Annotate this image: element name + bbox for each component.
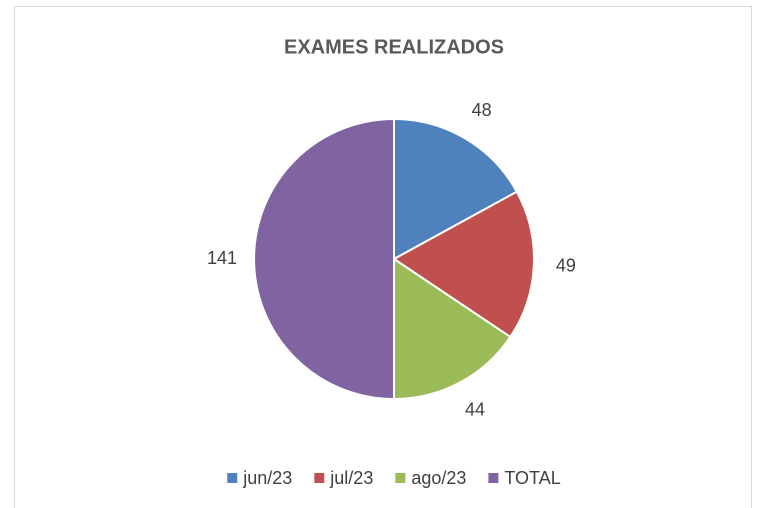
legend-swatch	[314, 473, 325, 483]
pie-slice	[393, 117, 519, 261]
chart-title: EXAMES REALIZADOS	[284, 36, 504, 58]
data-label: 49	[556, 255, 576, 275]
pie-slice	[253, 117, 395, 401]
data-label: 141	[207, 248, 237, 268]
legend-swatch	[488, 473, 499, 483]
pie-slice	[392, 190, 535, 339]
legend-label: TOTAL	[504, 468, 560, 488]
legend-label: jul/23	[329, 468, 373, 488]
data-label: 48	[472, 100, 492, 120]
legend-label: ago/23	[411, 468, 466, 488]
data-label: 44	[465, 399, 485, 419]
legend-swatch	[227, 473, 238, 483]
legend-swatch	[395, 473, 406, 483]
pie-slice	[393, 257, 512, 401]
legend-label: jun/23	[242, 468, 292, 488]
